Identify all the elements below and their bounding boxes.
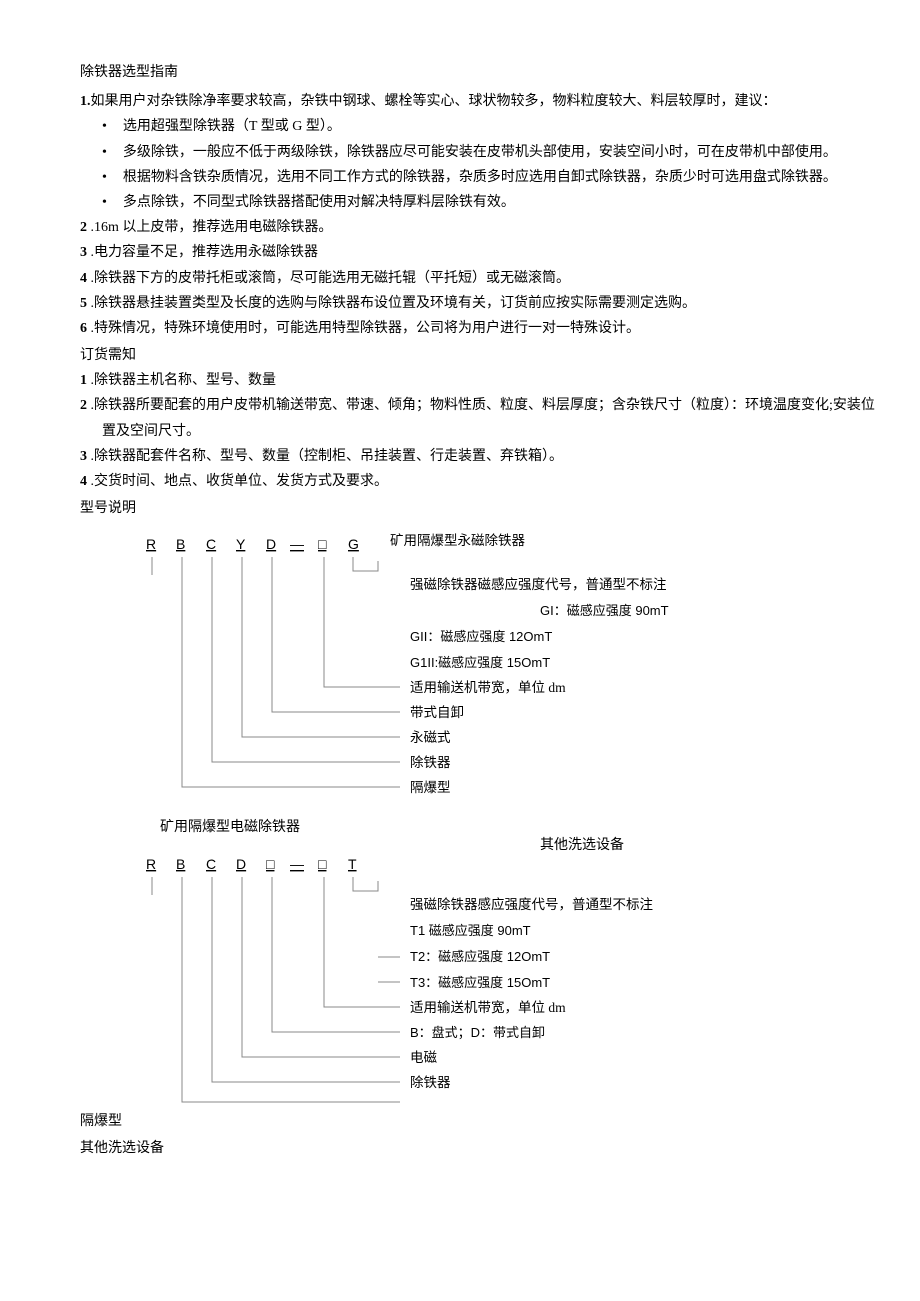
diagram1-title: 矿用隔爆型永磁除铁器 [390,533,525,548]
diagram2-desc: 电磁 [410,1050,437,1065]
diagram1-desc: GII：磁感应强度 12OmT [410,629,552,644]
diagram2-desc: T3：磁感应强度 15OmT [410,975,550,990]
diagram2-lines [152,877,400,1102]
diagram1-lines [152,557,400,787]
item-text: .电力容量不足，推荐选用永磁除铁器 [91,245,319,260]
order-item: 1 .除铁器主机名称、型号、数量 [80,368,880,393]
item-number: 4 [80,474,87,489]
code-letter: B [176,536,185,552]
diagram1-desc: 强磁除铁器磁感应强度代号，普通型不标注 [410,576,667,592]
diagram1-svg: R B C Y D — □ G 矿用隔爆型永磁除铁器 强磁除铁器磁感应强度代号，… [80,527,860,807]
diagram2-desc: 强磁除铁器感应强度代号，普通型不标注 [410,896,653,912]
diagram2-desc: T2：磁感应强度 12OmT [410,949,550,964]
item-text: .除铁器下方的皮带托柜或滚筒，尽可能选用无磁托辊（平托短）或无磁滚筒。 [91,271,571,286]
document-title: 除铁器选型指南 [80,60,880,85]
item-text: .交货时间、地点、收货单位、发货方式及要求。 [91,474,389,489]
diagram2-title-row: 矿用隔爆型电磁除铁器 其他洗选设备 [80,815,880,840]
diagram1-desc: 永磁式 [410,730,451,745]
code-letter: □ [266,856,275,872]
item-text: .特殊情况，特殊环境使用时，可能选用特型除铁器，公司将为用户进行一对一特殊设计。 [91,321,641,336]
item-number: 1 [80,373,87,388]
diagram2-svg: R B C D □ — □ T 强磁除铁器感应强度代号 [80,847,860,1107]
diagram2-desc: B：盘式；D：带式自卸 [410,1025,545,1041]
code-letter: D [236,856,246,872]
item-number: 2 [80,398,87,413]
numbered-item: 5 .除铁器悬挂装置类型及长度的选购与除铁器布设位置及环境有关，订货前应按实际需… [80,291,880,316]
code-letter: — [290,536,304,552]
bullet-item: 多级除铁，一般应不低于两级除铁，除铁器应尽可能安装在皮带机头部使用，安装空间小时… [80,140,880,165]
code-letter: R [146,856,156,872]
item-number: 6 [80,321,87,336]
item-number: 4 [80,271,87,286]
order-item: 2 .除铁器所要配套的用户皮带机输送带宽、带速、倾角；物料性质、粒度、料层厚度；… [80,393,880,443]
code-letter: T [348,856,357,872]
item-text: .除铁器悬挂装置类型及长度的选购与除铁器布设位置及环境有关，订货前应按实际需要测… [91,296,697,311]
item-number: 3 [80,245,87,260]
code-letter: G [348,536,359,552]
model-diagram-1: R B C Y D — □ G 矿用隔爆型永磁除铁器 强磁除铁器磁感应强度代号，… [80,527,880,807]
code-letter: Y [236,536,246,552]
diagram1-desc: GI：磁感应强度 90mT [540,603,669,618]
item-text: .16m 以上皮带，推荐选用电磁除铁器。 [91,220,333,235]
model-diagram-2: R B C D □ — □ T 强磁除铁器感应强度代号 [80,847,880,1107]
diagram2-side-title: 其他洗选设备 [540,833,624,858]
diagram1-desc: 带式自卸 [410,705,464,720]
numbered-item: 2 .16m 以上皮带，推荐选用电磁除铁器。 [80,215,880,240]
code-letter: □ [318,856,327,872]
item-text: .除铁器所要配套的用户皮带机输送带宽、带速、倾角；物料性质、粒度、料层厚度；含杂… [91,398,875,438]
order-item: 3 .除铁器配套件名称、型号、数量（控制柜、吊挂装置、行走装置、弃铁箱）。 [80,444,880,469]
code-letter: C [206,856,216,872]
code-letter: — [290,856,304,872]
diagram1-desc: 隔爆型 [410,780,451,795]
numbered-item: 3 .电力容量不足，推荐选用永磁除铁器 [80,240,880,265]
code-letter: D [266,536,276,552]
diagram1-desc: G1II:磁感应强度 15OmT [410,655,550,670]
intro-line: 1.如果用户对杂铁除净率要求较高，杂铁中钢球、螺栓等实心、球状物较多，物料粒度较… [80,89,880,114]
order-item: 4 .交货时间、地点、收货单位、发货方式及要求。 [80,469,880,494]
numbered-item: 4 .除铁器下方的皮带托柜或滚筒，尽可能选用无磁托辊（平托短）或无磁滚筒。 [80,266,880,291]
item-text: .除铁器主机名称、型号、数量 [91,373,277,388]
post-text-1: 隔爆型 [80,1109,880,1134]
diagram2-desc: 适用输送机带宽，单位 dm [410,999,566,1015]
model-heading: 型号说明 [80,496,880,521]
diagram1-desc: 除铁器 [410,755,451,770]
bullet-item: 选用超强型除铁器（T 型或 G 型）。 [80,114,880,139]
order-heading: 订货需知 [80,343,880,368]
code-letter: C [206,536,216,552]
diagram2-desc: 除铁器 [410,1075,451,1090]
intro-number: 1. [80,94,91,109]
item-number: 3 [80,449,87,464]
diagram2-desc: T1 磁感应强度 90mT [410,923,531,938]
item-number: 2 [80,220,87,235]
numbered-item: 6 .特殊情况，特殊环境使用时，可能选用特型除铁器，公司将为用户进行一对一特殊设… [80,316,880,341]
item-number: 5 [80,296,87,311]
intro-text: 如果用户对杂铁除净率要求较高，杂铁中钢球、螺栓等实心、球状物较多，物料粒度较大、… [91,94,777,109]
post-text-2: 其他洗选设备 [80,1136,880,1161]
diagram2-title: 矿用隔爆型电磁除铁器 [160,820,300,835]
code-letter: □ [318,536,327,552]
diagram1-desc: 适用输送机带宽，单位 dm [410,679,566,695]
code-letter: B [176,856,185,872]
bullet-item: 根据物料含铁杂质情况，选用不同工作方式的除铁器，杂质多时应选用自卸式除铁器，杂质… [80,165,880,190]
item-text: .除铁器配套件名称、型号、数量（控制柜、吊挂装置、行走装置、弃铁箱）。 [91,449,564,464]
code-letter: R [146,536,156,552]
bullet-item: 多点除铁，不同型式除铁器搭配使用对解决特厚料层除铁有效。 [80,190,880,215]
